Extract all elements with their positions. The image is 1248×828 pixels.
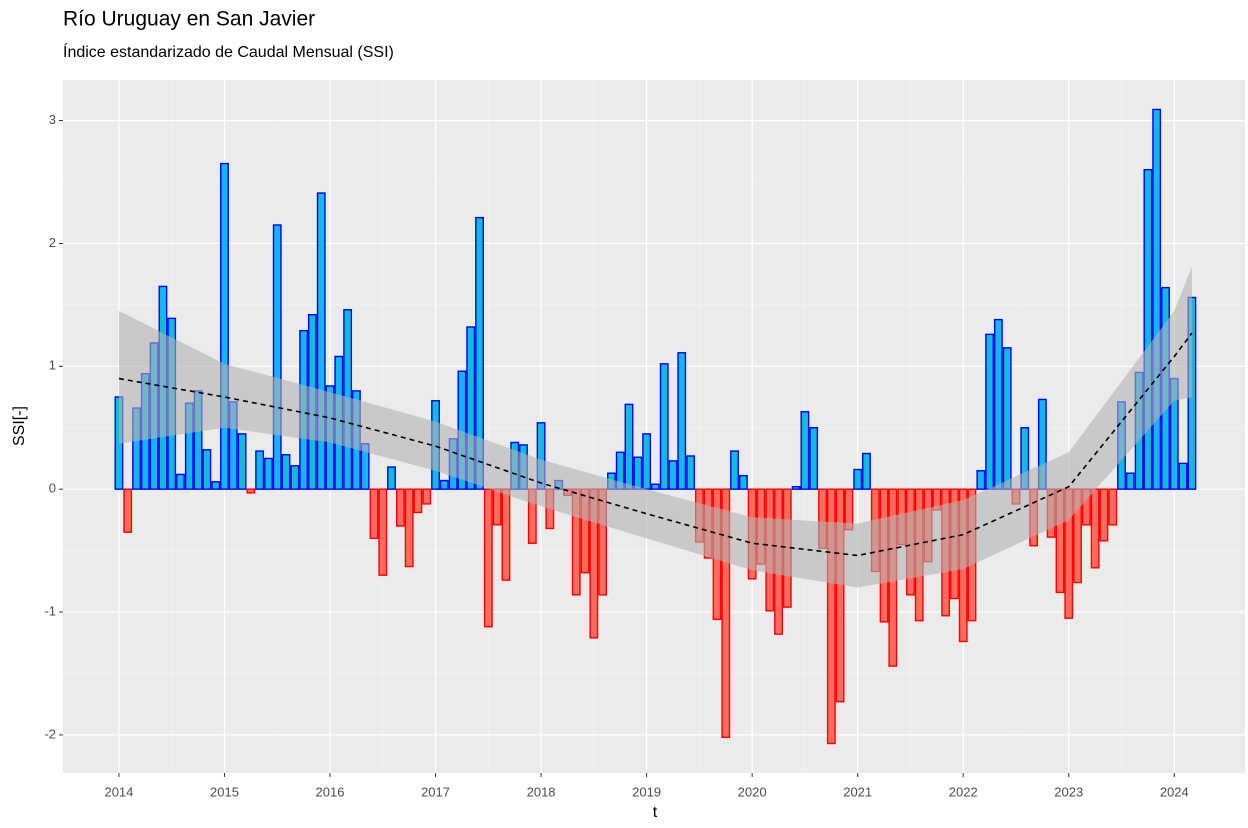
x-tick-label: 2014 <box>104 784 133 799</box>
y-tick-label: -1 <box>44 603 56 618</box>
bar <box>246 488 256 494</box>
bar <box>1108 488 1118 526</box>
bar <box>862 452 871 490</box>
bar <box>809 427 819 490</box>
bar <box>387 466 396 490</box>
bar <box>791 486 801 490</box>
x-tick-label: 2017 <box>421 784 450 799</box>
x-tick-label: 2024 <box>1160 784 1189 799</box>
chart-subtitle: Índice estandarizado de Caudal Mensual (… <box>63 42 394 61</box>
bar <box>290 465 300 490</box>
x-tick-label: 2016 <box>316 784 345 799</box>
bar <box>1178 462 1188 490</box>
y-tick-label: 0 <box>49 481 56 496</box>
bar <box>272 224 282 490</box>
bar <box>993 318 1003 490</box>
bar <box>202 449 212 490</box>
x-tick-label: 2020 <box>738 784 767 799</box>
bar <box>176 473 185 490</box>
bar <box>211 481 221 490</box>
bar <box>668 460 678 490</box>
bar <box>976 470 986 490</box>
bar <box>501 488 511 581</box>
y-tick-label: 1 <box>49 358 56 373</box>
bar <box>1125 472 1135 490</box>
bar <box>466 326 476 490</box>
x-tick-label: 2021 <box>843 784 872 799</box>
confidence-band <box>118 266 1192 588</box>
bar <box>1152 108 1162 490</box>
bar <box>800 411 810 490</box>
bar <box>721 488 731 739</box>
bar <box>395 488 405 527</box>
bar <box>316 192 326 490</box>
y-tick-label: -2 <box>44 726 56 741</box>
bar <box>624 403 634 490</box>
bar <box>1090 488 1100 569</box>
x-tick-label: 2022 <box>949 784 978 799</box>
bar <box>642 433 652 490</box>
trend-line <box>118 332 1193 557</box>
bar <box>378 488 388 576</box>
bar <box>738 474 748 490</box>
bar <box>475 216 484 490</box>
bar <box>237 433 247 490</box>
bar <box>483 488 493 628</box>
bar <box>686 455 696 490</box>
bar <box>853 468 863 490</box>
x-tick-label: 2018 <box>527 784 556 799</box>
bar <box>413 488 423 514</box>
bar <box>264 457 273 490</box>
x-tick-label: 2019 <box>632 784 661 799</box>
bar <box>835 488 845 703</box>
bar <box>1099 488 1109 542</box>
y-axis-title: SSI[-] <box>11 406 28 446</box>
bar <box>422 488 432 505</box>
y-tick-label: 2 <box>49 235 56 250</box>
y-tick-label: 3 <box>49 112 56 127</box>
x-tick-label: 2015 <box>210 784 239 799</box>
bar <box>255 450 265 490</box>
chart-title: Río Uruguay en San Javier <box>63 8 315 31</box>
bar <box>985 333 995 490</box>
bar <box>1002 347 1012 490</box>
x-tick-label: 2023 <box>1054 784 1083 799</box>
bar <box>826 488 836 745</box>
bar <box>439 479 449 490</box>
bar <box>281 454 291 490</box>
bar <box>123 488 133 533</box>
bar <box>633 456 643 490</box>
bar <box>677 352 687 490</box>
bar <box>404 488 414 568</box>
bar <box>650 483 660 490</box>
bar <box>492 488 502 526</box>
x-axis-title: t <box>653 804 658 821</box>
bar <box>220 162 229 490</box>
bar <box>369 488 379 540</box>
bar <box>730 450 739 490</box>
bar <box>659 363 669 490</box>
bar <box>1143 168 1153 490</box>
